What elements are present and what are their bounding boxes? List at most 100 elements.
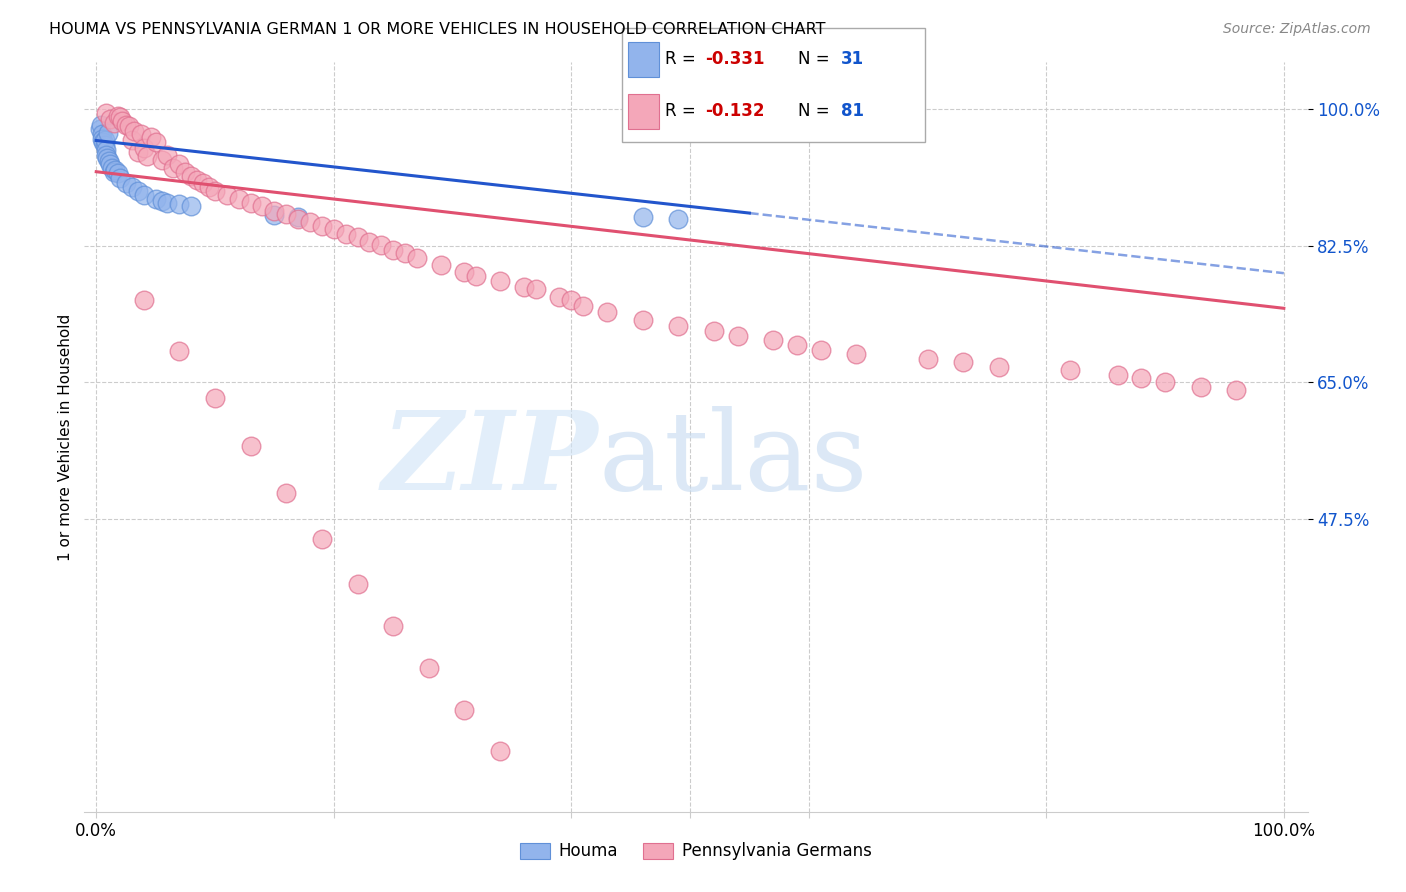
- Point: [453, 703, 475, 717]
- Point: [810, 343, 832, 357]
- Point: [132, 293, 155, 307]
- Text: N =: N =: [799, 103, 835, 120]
- Point: [513, 280, 536, 294]
- Point: [429, 258, 451, 272]
- Point: [987, 359, 1010, 374]
- Point: [115, 118, 138, 132]
- Text: R =: R =: [665, 103, 702, 120]
- Point: [180, 169, 202, 183]
- Point: [346, 230, 368, 244]
- Point: [311, 219, 333, 234]
- Point: [107, 166, 129, 180]
- Text: -0.132: -0.132: [706, 103, 765, 120]
- Point: [180, 199, 202, 213]
- Point: [115, 177, 138, 191]
- Point: [91, 132, 114, 146]
- Point: [1107, 368, 1129, 382]
- Point: [186, 172, 208, 186]
- Point: [98, 153, 121, 168]
- Point: [631, 313, 654, 327]
- Point: [104, 163, 127, 178]
- Point: [127, 145, 149, 160]
- Point: [786, 338, 808, 352]
- Point: [666, 211, 689, 226]
- Point: [762, 334, 785, 348]
- Point: [91, 127, 114, 141]
- Point: [118, 120, 141, 134]
- Point: [162, 161, 184, 175]
- Point: [548, 289, 571, 303]
- Point: [917, 351, 939, 366]
- Point: [97, 126, 120, 140]
- Point: [122, 124, 145, 138]
- Point: [298, 215, 321, 229]
- Point: [287, 210, 309, 224]
- Point: [382, 243, 405, 257]
- Point: [169, 197, 191, 211]
- Point: [1130, 371, 1153, 385]
- Point: [127, 184, 149, 198]
- Point: [215, 188, 238, 202]
- Point: [394, 246, 416, 260]
- Point: [150, 153, 173, 167]
- Point: [703, 324, 725, 338]
- Point: [952, 355, 974, 369]
- Point: [145, 135, 167, 149]
- Point: [191, 177, 214, 191]
- Point: [845, 347, 868, 361]
- Point: [666, 319, 689, 334]
- Point: [94, 147, 117, 161]
- Point: [418, 661, 440, 675]
- Point: [263, 203, 285, 218]
- Point: [100, 157, 122, 171]
- Point: [169, 344, 191, 359]
- Point: [524, 282, 547, 296]
- Point: [560, 293, 582, 308]
- Point: [96, 151, 118, 165]
- Point: [287, 211, 309, 226]
- Point: [311, 532, 333, 546]
- Point: [453, 264, 475, 278]
- Point: [239, 440, 262, 454]
- Text: N =: N =: [799, 50, 835, 68]
- Point: [136, 149, 159, 163]
- Point: [239, 195, 262, 210]
- Point: [228, 192, 250, 206]
- Point: [174, 164, 197, 178]
- Point: [1189, 380, 1212, 394]
- Point: [406, 251, 429, 265]
- Point: [108, 110, 131, 124]
- Point: [103, 164, 125, 178]
- Point: [572, 299, 595, 313]
- Point: [382, 619, 405, 633]
- Point: [132, 188, 155, 202]
- Text: -0.331: -0.331: [706, 50, 765, 68]
- Point: [252, 199, 274, 213]
- Point: [727, 328, 749, 343]
- Point: [150, 194, 173, 208]
- Point: [489, 274, 512, 288]
- Point: [169, 157, 191, 171]
- Point: [1059, 363, 1081, 377]
- Text: Source: ZipAtlas.com: Source: ZipAtlas.com: [1223, 22, 1371, 37]
- Point: [1225, 384, 1247, 398]
- Point: [131, 127, 153, 141]
- FancyBboxPatch shape: [621, 28, 925, 142]
- Point: [156, 195, 179, 210]
- Point: [89, 121, 111, 136]
- Text: HOUMA VS PENNSYLVANIA GERMAN 1 OR MORE VEHICLES IN HOUSEHOLD CORRELATION CHART: HOUMA VS PENNSYLVANIA GERMAN 1 OR MORE V…: [49, 22, 825, 37]
- Point: [121, 180, 143, 194]
- Point: [631, 210, 654, 224]
- Point: [94, 143, 117, 157]
- Point: [198, 180, 221, 194]
- Point: [93, 138, 115, 153]
- Text: atlas: atlas: [598, 406, 868, 513]
- Point: [204, 391, 226, 405]
- Point: [111, 114, 134, 128]
- Point: [139, 129, 162, 144]
- Point: [107, 109, 129, 123]
- Text: ZIP: ZIP: [381, 406, 598, 513]
- Point: [489, 744, 512, 758]
- Point: [121, 133, 143, 147]
- Legend: Houma, Pennsylvania Germans: Houma, Pennsylvania Germans: [513, 836, 879, 867]
